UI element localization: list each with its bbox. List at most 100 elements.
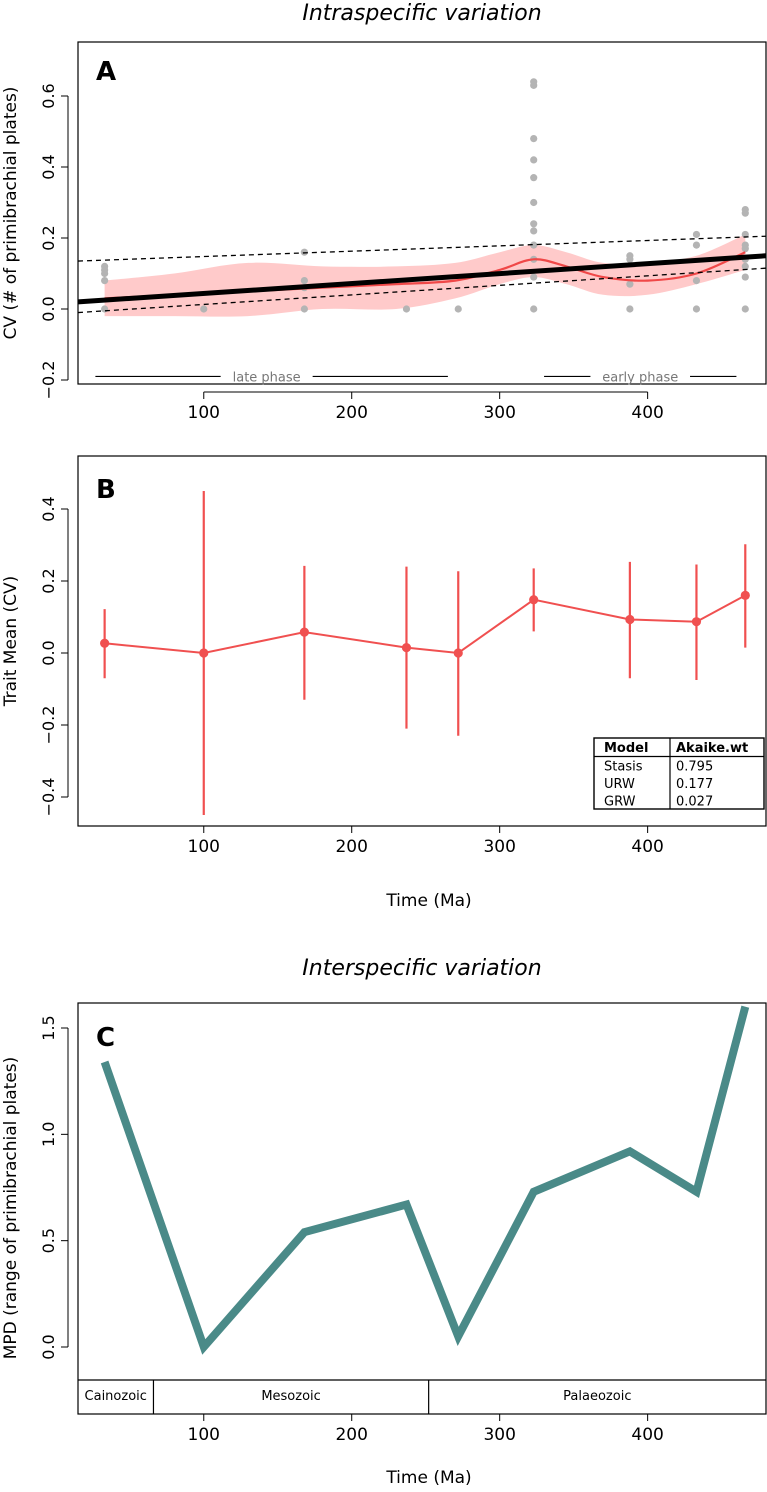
cv-data-point — [530, 241, 538, 249]
geologic-era-bar: Cainozoic Mesozoic Palaeozoic — [78, 1379, 766, 1414]
panel-c-x-tick-label: 200 — [335, 1425, 367, 1445]
cv-data-point — [101, 262, 109, 270]
panel-a-x-tick-label: 400 — [631, 403, 663, 423]
cv-data-point — [300, 277, 308, 285]
panel-a-label: A — [96, 57, 116, 87]
trait-mean-point — [625, 614, 635, 625]
model-table-header-weight: Akaike.wt — [676, 741, 748, 756]
panel-a-frame — [77, 41, 767, 385]
cv-data-point — [626, 252, 634, 260]
cv-data-point — [200, 305, 208, 313]
panel-b-label: B — [96, 475, 116, 505]
cv-data-point — [402, 305, 411, 313]
cv-data-point — [741, 230, 749, 239]
regression-lower-ci — [78, 267, 766, 314]
panel-a-x-tick-label: 200 — [335, 403, 367, 423]
cv-data-point — [101, 305, 109, 313]
cv-data-point — [741, 305, 749, 313]
title-intraspecific: Intraspecific variation — [302, 1, 541, 26]
trait-mean-line — [104, 594, 746, 655]
regression-line — [78, 253, 766, 305]
cv-data-point — [101, 277, 109, 285]
cv-data-point — [530, 174, 538, 182]
cv-data-point — [626, 280, 634, 288]
regression-upper-ci — [78, 235, 766, 262]
panel-a-x-tick-label: 300 — [483, 403, 515, 423]
panel-c-y-tick-label: 0.5 — [39, 1228, 58, 1253]
cv-data-point — [741, 206, 749, 214]
trait-mean-point — [199, 648, 209, 658]
model-table-cell-model: Stasis — [604, 760, 643, 775]
model-table-cell-weight: 0.177 — [676, 777, 713, 792]
cv-data-point — [300, 248, 308, 256]
panel-a-y-tick-label: −0.2 — [39, 361, 58, 400]
panel-b-x-tick-label: 400 — [631, 837, 663, 857]
panel-c-xlabel: Time (Ma) — [385, 1468, 471, 1488]
panel-b-y-tick-label: −0.4 — [39, 778, 58, 817]
cv-data-point — [530, 273, 538, 281]
panel-a-x-tick-label: 100 — [188, 403, 220, 423]
model-table-header-model: Model — [604, 741, 648, 756]
panel-b: B Trait Mean (CV) Time (Ma) Model Akaike.… — [1, 455, 767, 911]
panel-c-frame — [77, 1002, 767, 1415]
phase-label: late phase — [233, 370, 301, 385]
panel-c-ylabel: MPD (range of primibrachial plates) — [1, 1057, 21, 1360]
panel-c-y-tick-label: 0.0 — [39, 1334, 58, 1359]
cv-data-point — [626, 305, 634, 313]
trait-mean-point — [299, 627, 309, 637]
panel-a-ylabel: CV (# of primibrachial plates) — [1, 87, 21, 340]
cv-data-point — [300, 305, 308, 313]
panel-b-y-tick-label: 0.0 — [39, 640, 58, 665]
era-label: Cainozoic — [85, 1389, 147, 1404]
cv-data-point — [454, 305, 462, 313]
panel-c-x-tick-label: 100 — [188, 1425, 220, 1445]
model-table-frame — [593, 737, 765, 810]
panel-b-y-tick-label: 0.4 — [39, 496, 58, 521]
panel-a: A CV (# of primibrachial plates) late ph… — [1, 41, 767, 423]
cv-data-point — [530, 78, 538, 86]
panel-b-y-tick-label: −0.2 — [39, 706, 58, 745]
cv-data-point — [530, 156, 538, 164]
model-table-cell-weight: 0.795 — [676, 760, 713, 775]
panel-b-x-tick-label: 300 — [483, 837, 515, 857]
cv-data-point — [530, 227, 538, 235]
cv-data-point — [692, 305, 701, 313]
model-table-cell-weight: 0.027 — [676, 795, 713, 810]
panel-a-y-tick-label: 0.2 — [39, 225, 58, 250]
panel-b-x-tick-label: 200 — [335, 837, 367, 857]
trait-mean-point — [691, 617, 702, 627]
era-label: Palaeozoic — [563, 1389, 631, 1404]
model-weights-table: Model Akaike.wt Stasis 0.795 URW 0.177 GRW 0.02… — [593, 737, 765, 810]
panel-a-y-tick-label: 0.6 — [39, 83, 58, 108]
panel-c-label: C — [96, 1023, 115, 1053]
trait-mean-point — [529, 595, 539, 605]
trait-mean-point — [740, 590, 750, 601]
trait-mean-point — [401, 643, 412, 653]
panel-c-x-tick-label: 300 — [483, 1425, 515, 1445]
trait-mean-point — [100, 638, 110, 648]
panel-c-x-tick-label: 400 — [631, 1425, 663, 1445]
cv-data-point — [692, 241, 701, 249]
panel-b-xlabel: Time (Ma) — [385, 891, 471, 911]
cv-data-point — [692, 230, 701, 239]
model-table-cell-model: GRW — [604, 795, 636, 810]
cv-data-point — [530, 220, 538, 228]
panel-b-ylabel: Trait Mean (CV) — [1, 576, 21, 708]
cv-data-point — [741, 241, 749, 249]
mpd-line — [100, 1005, 750, 1355]
panel-b-y-tick-label: 0.2 — [39, 568, 58, 593]
panel-a-plot-area — [78, 78, 766, 317]
panel-a-y-tick-label: 0.4 — [39, 154, 58, 179]
trait-mean-point — [453, 648, 463, 658]
panel-c: C MPD (range of primibrachial plates) Ti… — [1, 1002, 767, 1488]
cv-data-point — [530, 198, 538, 207]
smooth-confidence-band — [104, 234, 746, 317]
cv-data-point — [530, 135, 538, 143]
model-table-cell-model: URW — [604, 777, 635, 792]
panel-c-y-tick-label: 1.0 — [39, 1122, 58, 1147]
panel-a-y-tick-label: 0.0 — [39, 296, 58, 321]
cv-data-point — [741, 262, 749, 270]
cv-data-point — [692, 277, 701, 285]
cv-data-point — [530, 305, 538, 313]
